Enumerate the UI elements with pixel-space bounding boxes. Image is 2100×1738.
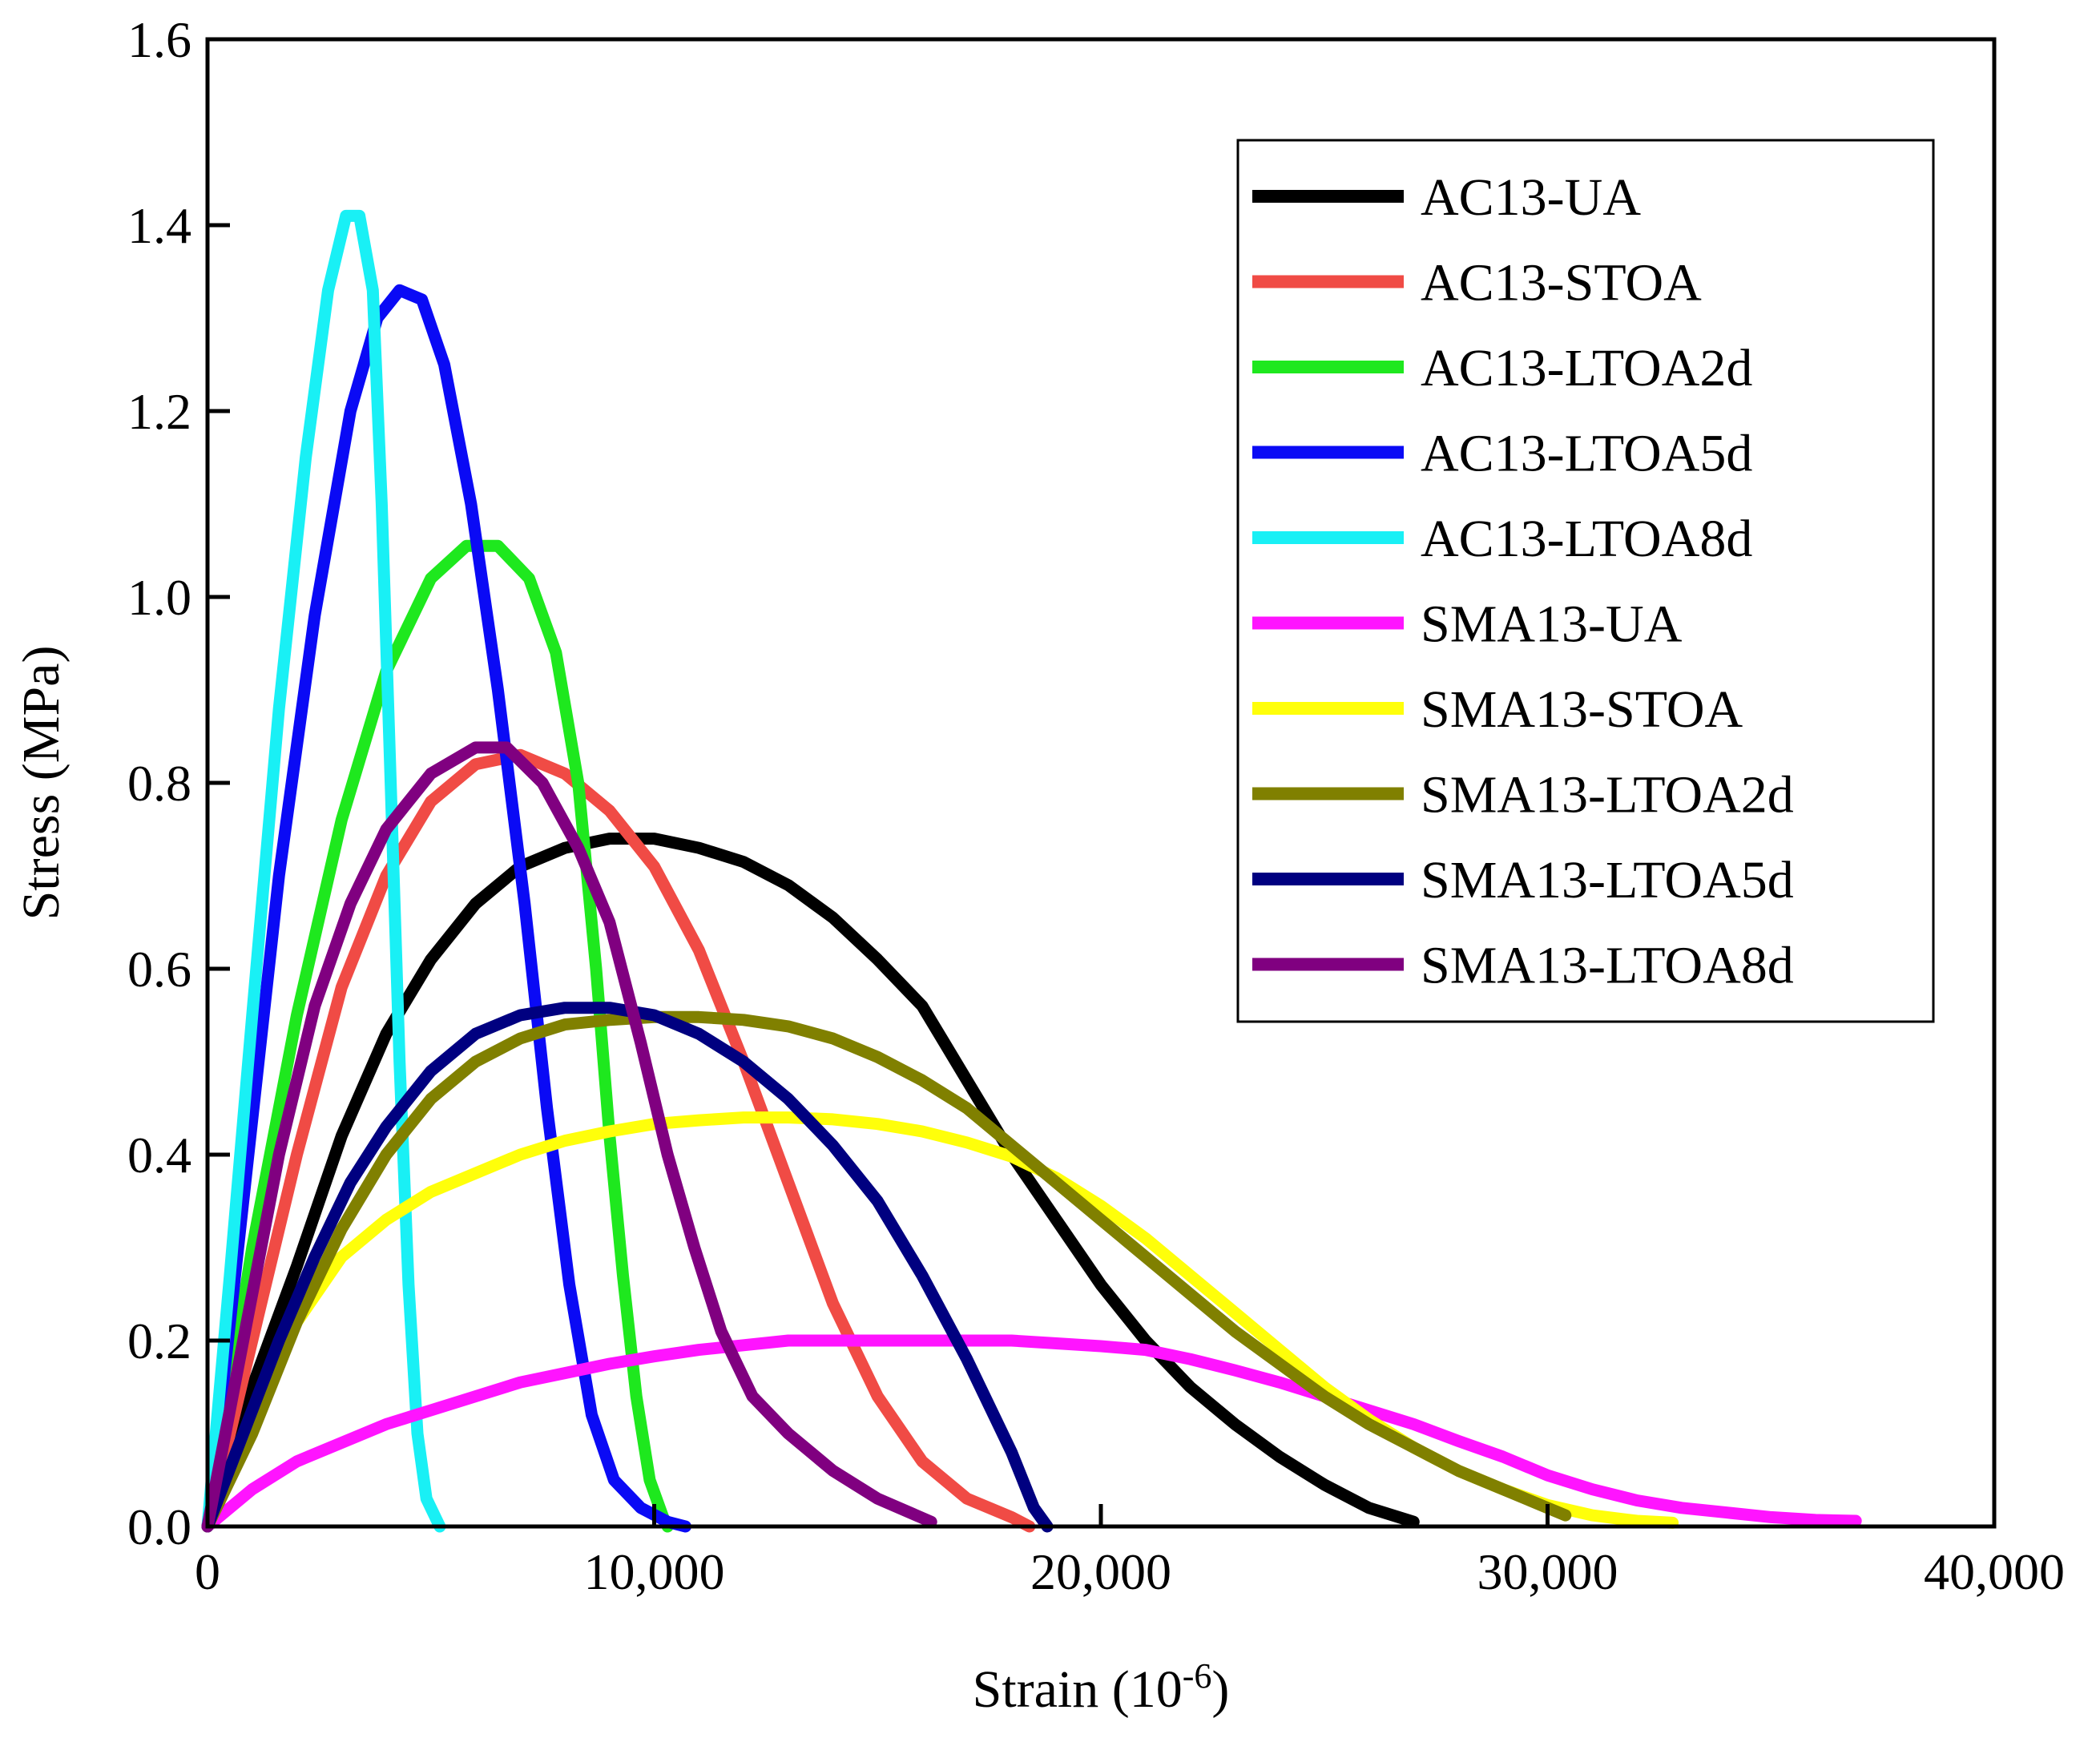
x-tick-label: 30,000 — [1477, 1543, 1618, 1600]
legend-label-10: SMA13-LTOA8d — [1421, 937, 1794, 995]
y-tick-label: 1.4 — [127, 197, 191, 254]
y-tick-label: 0.4 — [127, 1127, 191, 1184]
series-line-10 — [201, 741, 937, 1533]
legend-label-5: AC13-LTOA8d — [1421, 510, 1752, 568]
series-line-2 — [201, 748, 1036, 1533]
series-line-4 — [201, 284, 691, 1533]
y-tick-label: 0.2 — [127, 1313, 191, 1369]
x-axis-title-end: ) — [1211, 1660, 1229, 1719]
y-axis-title: Stress (MPa) — [12, 646, 71, 921]
x-axis-title: Strain (10-6) — [973, 1656, 1230, 1720]
legend-label-8: SMA13-LTOA2d — [1421, 766, 1794, 825]
y-tick-label: 1.0 — [127, 569, 191, 626]
x-tick-label: 0 — [195, 1543, 220, 1600]
x-axis-title-superscript: -6 — [1183, 1656, 1212, 1696]
series-line-5 — [201, 209, 446, 1533]
y-tick-label: 1.6 — [127, 11, 191, 68]
x-tick-label: 40,000 — [1924, 1543, 2065, 1600]
y-tick-label: 0.0 — [127, 1498, 191, 1555]
series-line-1 — [201, 833, 1420, 1533]
x-tick-label: 10,000 — [584, 1543, 725, 1600]
x-axis-title-main: Strain (10 — [973, 1660, 1183, 1719]
legend-label-7: SMA13-STOA — [1421, 680, 1743, 739]
legend-label-6: SMA13-UA — [1421, 595, 1683, 654]
y-tick-label: 0.8 — [127, 755, 191, 812]
legend-label-4: AC13-LTOA5d — [1421, 425, 1752, 483]
y-tick-label: 1.2 — [127, 383, 191, 440]
series-line-3 — [201, 539, 674, 1533]
legend-label-2: AC13-STOA — [1421, 254, 1702, 313]
x-tick-label: 20,000 — [1030, 1543, 1171, 1600]
ticks-layer: 0 10,000 20,000 30,000 40,000 0.0 0.2 0.4 0.6 0.8… — [127, 11, 2065, 1600]
series-line-6 — [201, 1334, 1862, 1533]
legend-label-9: SMA13-LTOA5d — [1421, 851, 1794, 909]
series-layer — [201, 209, 1862, 1533]
legend-label-1: AC13-UA — [1421, 168, 1641, 227]
legend-label-3: AC13-LTOA2d — [1421, 339, 1752, 397]
series-line-8 — [201, 1010, 1572, 1533]
legend: AC13-UA AC13-STOA AC13-LTOA2d AC13-LTOA5d AC… — [1236, 139, 1935, 1023]
y-tick-label: 0.6 — [127, 941, 191, 998]
